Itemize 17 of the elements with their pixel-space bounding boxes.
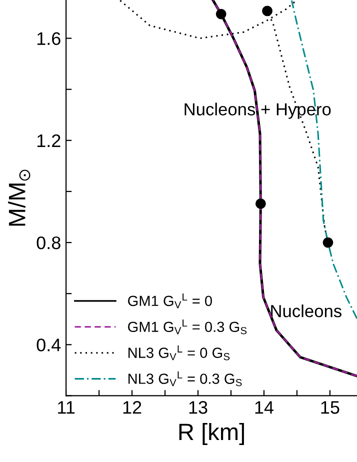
legend-label: GM1 G$_{V}$$^{L}$ = 0.3 G$_{S}$ bbox=[128, 319, 247, 334]
y-tick-label: 1.2 bbox=[37, 134, 60, 147]
y-tick-label: 1.6 bbox=[37, 32, 60, 46]
x-tick-label: 14 bbox=[255, 401, 274, 414]
y-tick-label: 0.8 bbox=[36, 236, 60, 250]
legend-label: NL3 G$_{V}$$^{L}$ = 0 G$_{S}$ bbox=[128, 345, 230, 360]
x-tick-label: 11 bbox=[58, 401, 75, 414]
y-axis-title: M/M$_{⊙}$ bbox=[8, 170, 30, 226]
x-tick-label: 13 bbox=[189, 401, 208, 414]
legend-label: GM1 G$_{V}$$^{L}$ = 0 bbox=[128, 294, 212, 308]
annotation: Nucleons + Hypero bbox=[184, 102, 331, 119]
x-tick-label: 12 bbox=[123, 401, 142, 414]
annotation: Nucleons bbox=[271, 304, 342, 318]
legend-label: NL3 G$_{V}$$^{L}$ = 0.3 G$_{S}$ bbox=[128, 371, 242, 386]
y-tick-label: 0.4 bbox=[36, 338, 61, 352]
x-tick-label: 15 bbox=[321, 401, 340, 414]
x-axis-title: R [km] bbox=[179, 422, 244, 445]
